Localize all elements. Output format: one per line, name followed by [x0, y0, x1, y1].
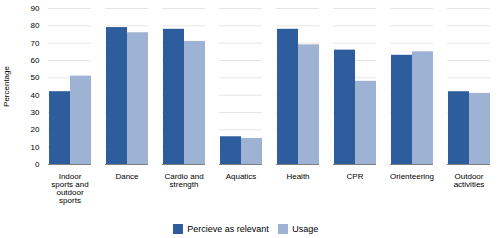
svg-text:40: 40 — [31, 91, 40, 100]
html-text:Usage: Usage — [292, 223, 319, 234]
svg-text:Orienteering: Orienteering — [390, 172, 434, 181]
svg-text:Aquatics: Aquatics — [226, 172, 257, 181]
svg-text:20: 20 — [31, 125, 40, 134]
svg-text:70: 70 — [31, 39, 40, 48]
svg-text:60: 60 — [31, 56, 40, 65]
svg-text:50: 50 — [31, 73, 40, 82]
svg-text:Percentage: Percentage — [2, 65, 11, 106]
svg-text:Outdooractivities: Outdooractivities — [454, 172, 485, 189]
svg-text:10: 10 — [31, 143, 40, 152]
svg-text:0: 0 — [35, 160, 40, 169]
svg-text:Dance: Dance — [115, 172, 139, 181]
html-text:Percieve as relevant: Percieve as relevant — [187, 223, 269, 234]
svg-text:Indoorsports andoutdoorsports: Indoorsports andoutdoorsports — [51, 172, 88, 205]
svg-text:80: 80 — [31, 21, 40, 30]
svg-text:Health: Health — [286, 172, 309, 181]
svg-text:90: 90 — [31, 4, 40, 13]
svg-text:30: 30 — [31, 108, 40, 117]
svg-text:Cardio andstrength: Cardio andstrength — [164, 172, 203, 189]
svg-text:CPR: CPR — [347, 172, 364, 181]
